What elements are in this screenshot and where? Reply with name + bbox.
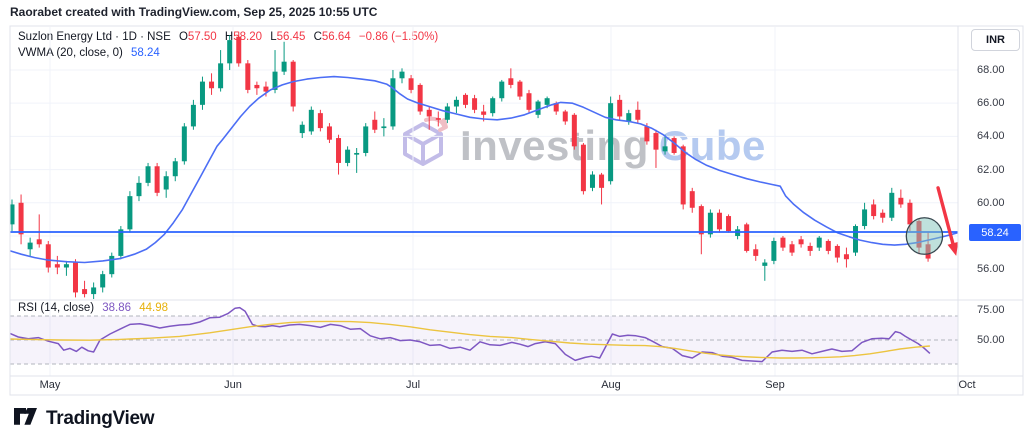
close-label: C [313,31,322,43]
symbol-title[interactable]: Suzlon Energy Ltd · 1D · NSE [18,31,171,43]
tradingview-logo[interactable]: TradingView [12,403,155,435]
down-arrow-head [947,241,959,256]
attribution-text: Raorabet created with TradingView.com, S… [10,5,378,19]
price-line-badge: 58.24 [969,224,1021,241]
vwma-value: 58.24 [131,47,160,59]
month-label-Oct: Oct [958,379,976,391]
open-value: 57.50 [187,31,217,43]
rsi-legend: RSI (14, close) 38.86 44.98 [18,302,168,314]
brand-name: TradingView [46,408,155,429]
price-tick-56.00: 56.00 [977,263,1005,276]
rsi-tick-75.00: 75.00 [977,304,1005,316]
rsi-ma-line [10,320,930,359]
rsi-ma-value: 44.98 [139,302,169,314]
rsi-line [10,306,931,363]
vwma-label[interactable]: VWMA (20, close, 0) [18,47,123,59]
rsi-tick-50.00: 50.00 [977,334,1005,346]
month-label-Jun: Jun [224,379,242,391]
watermark-text-secondary: Cube [658,121,766,169]
chart-frame [9,25,1024,396]
open-label: O [178,31,188,43]
rsi-value: 38.86 [102,302,132,314]
price-tick-62.00: 62.00 [977,163,1005,176]
close-value: 56.64 [321,31,351,43]
price-chart[interactable] [0,0,1024,400]
change-value: −0.86 (−1.50%) [358,31,439,43]
tradingview-mark-icon [12,403,39,435]
low-value: 56.45 [276,31,306,43]
highlight-circle-annotation[interactable] [905,217,944,255]
vwma-legend: VWMA (20, close, 0) 58.24 [18,47,160,59]
investingcube-watermark: Investing Cube [396,116,766,175]
month-label-May: May [39,379,61,391]
rsi-band [10,316,958,364]
price-tick-60.00: 60.00 [977,196,1005,209]
down-arrow-annotation[interactable] [936,186,956,247]
price-tick-68.00: 68.00 [977,63,1005,76]
currency-button[interactable]: INR [971,29,1020,51]
price-tick-66.00: 66.00 [977,97,1005,110]
price-tick-64.00: 64.00 [977,130,1005,143]
month-label-Sep: Sep [765,379,785,391]
symbol-legend: Suzlon Energy Ltd · 1D · NSE O57.50 H58.… [18,31,438,43]
watermark-text-primary: Investing [460,121,649,169]
month-label-Aug: Aug [601,379,621,391]
month-label-Jul: Jul [405,379,421,391]
rsi-label[interactable]: RSI (14, close) [18,302,95,314]
high-value: 58.20 [233,31,262,43]
high-label: H [224,31,234,43]
cube-logo-icon [396,116,450,175]
